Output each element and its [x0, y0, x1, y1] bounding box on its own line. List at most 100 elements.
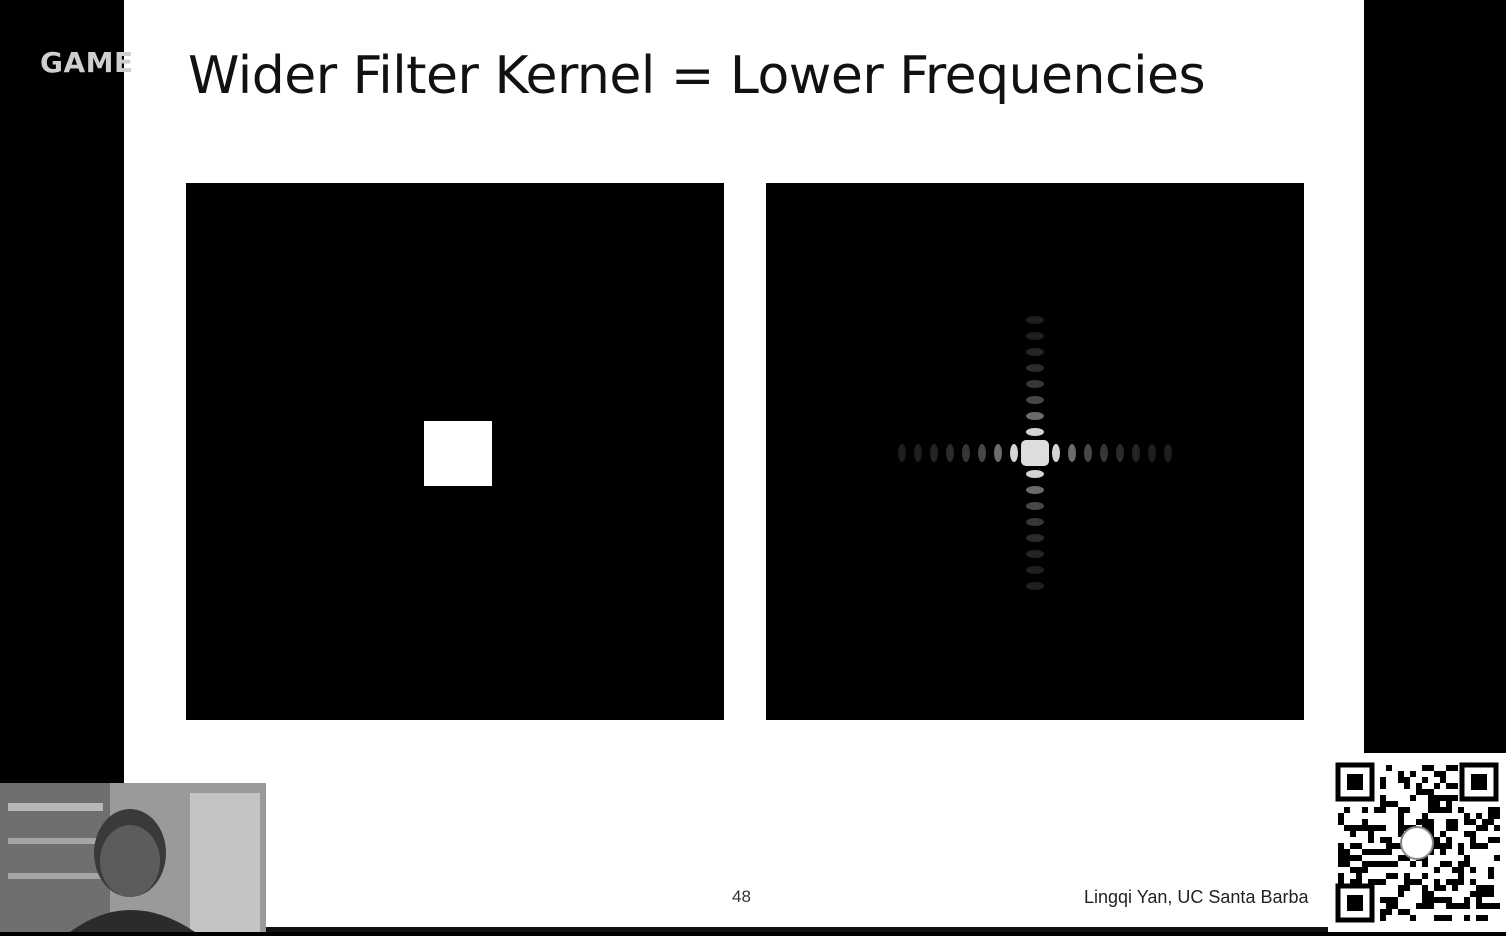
spectrum-lobe: [1026, 518, 1044, 526]
qr-module: [1392, 873, 1398, 879]
qr-module: [1440, 807, 1446, 813]
qr-module: [1452, 885, 1458, 891]
qr-module: [1398, 819, 1404, 825]
qr-module: [1482, 885, 1488, 891]
qr-module: [1410, 861, 1416, 867]
qr-module: [1446, 765, 1452, 771]
qr-module: [1422, 861, 1428, 867]
qr-module: [1404, 807, 1410, 813]
qr-module: [1464, 855, 1470, 861]
qr-module: [1368, 861, 1374, 867]
qr-module: [1398, 831, 1404, 837]
qr-module: [1410, 795, 1416, 801]
spectrum-lobe: [962, 444, 970, 462]
qr-module: [1386, 909, 1392, 915]
qr-module: [1386, 801, 1392, 807]
qr-module: [1338, 819, 1344, 825]
qr-module: [1440, 843, 1446, 849]
spectrum-lobes: [898, 316, 1172, 590]
qr-module: [1464, 831, 1470, 837]
qr-module: [1446, 819, 1452, 825]
spectrum-lobe: [1026, 470, 1044, 478]
qr-module: [1452, 819, 1458, 825]
qr-module: [1464, 861, 1470, 867]
spectrum-lobe: [1148, 444, 1156, 462]
qr-module: [1464, 813, 1470, 819]
qr-module: [1398, 909, 1404, 915]
spectrum-lobe: [1026, 566, 1044, 574]
spectrum-lobe: [978, 444, 986, 462]
qr-module: [1416, 819, 1422, 825]
qr-module: [1488, 819, 1494, 825]
qr-module: [1428, 807, 1434, 813]
qr-module: [1416, 789, 1422, 795]
qr-module: [1416, 879, 1422, 885]
qr-module: [1368, 879, 1374, 885]
qr-module: [1344, 861, 1350, 867]
qr-module: [1434, 807, 1440, 813]
qr-module: [1350, 855, 1356, 861]
qr-module: [1458, 807, 1464, 813]
slide-title: Wider Filter Kernel = Lower Frequencies: [188, 46, 1206, 106]
qr-module: [1494, 807, 1500, 813]
frequency-spectrum-image: [766, 183, 1304, 720]
qr-module: [1398, 885, 1404, 891]
qr-module: [1446, 801, 1452, 807]
qr-module: [1446, 795, 1452, 801]
qr-module: [1458, 843, 1464, 849]
qr-module: [1356, 873, 1362, 879]
spectrum-lobe: [1026, 534, 1044, 542]
qr-module: [1386, 843, 1392, 849]
qr-module: [1476, 891, 1482, 897]
spectrum-lobe: [1068, 444, 1076, 462]
qr-module: [1356, 855, 1362, 861]
qr-module: [1464, 819, 1470, 825]
qr-module: [1380, 777, 1386, 783]
qr-module: [1410, 915, 1416, 921]
qr-module: [1410, 879, 1416, 885]
qr-module: [1452, 825, 1458, 831]
spectrum-lobe: [1026, 428, 1044, 436]
qr-module: [1440, 861, 1446, 867]
qr-module: [1428, 891, 1434, 897]
qr-module: [1374, 879, 1380, 885]
qr-module: [1470, 879, 1476, 885]
qr-module: [1386, 849, 1392, 855]
spectrum-lobe: [1100, 444, 1108, 462]
qr-module: [1422, 891, 1428, 897]
qr-module: [1398, 777, 1404, 783]
spectrum-lobe: [914, 444, 922, 462]
qr-module: [1338, 813, 1344, 819]
qr-module: [1446, 903, 1452, 909]
sinc-spectrum: [898, 316, 1172, 590]
qr-module: [1356, 879, 1362, 885]
qr-module: [1350, 867, 1356, 873]
qr-module: [1482, 915, 1488, 921]
qr-module: [1488, 867, 1494, 873]
qr-module: [1380, 861, 1386, 867]
qr-module: [1344, 807, 1350, 813]
slide: Wider Filter Kernel = Lower Frequencies …: [124, 0, 1364, 932]
qr-module: [1338, 849, 1344, 855]
qr-module: [1404, 885, 1410, 891]
qr-module: [1422, 819, 1428, 825]
qr-module: [1440, 831, 1446, 837]
spectrum-lobe: [1010, 444, 1018, 462]
qr-module: [1494, 903, 1500, 909]
qr-module: [1350, 843, 1356, 849]
qr-module: [1350, 879, 1356, 885]
spectrum-lobe: [1026, 582, 1044, 590]
bottom-bar: [266, 927, 1328, 932]
qr-module: [1452, 795, 1458, 801]
qr-module: [1476, 813, 1482, 819]
spectrum-lobe: [1026, 396, 1044, 404]
qr-module: [1350, 831, 1356, 837]
qr-module: [1392, 897, 1398, 903]
qr-module: [1428, 825, 1434, 831]
qr-module: [1422, 873, 1428, 879]
qr-module: [1488, 873, 1494, 879]
qr-module: [1398, 807, 1404, 813]
qr-module: [1446, 879, 1452, 885]
spectrum-lobe: [1084, 444, 1092, 462]
qr-module: [1374, 807, 1380, 813]
